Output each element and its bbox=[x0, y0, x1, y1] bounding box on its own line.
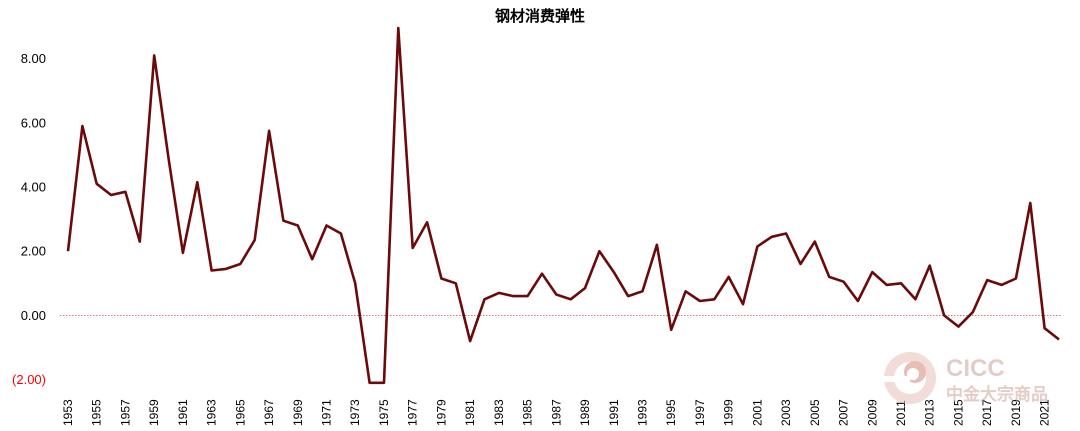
watermark-subtitle: 中金大宗商品 bbox=[946, 384, 1048, 404]
x-tick-label: 2001 bbox=[750, 399, 764, 426]
x-tick-label: 1997 bbox=[693, 399, 707, 426]
y-tick-label: (2.00) bbox=[12, 372, 46, 387]
x-tick-label: 1959 bbox=[147, 399, 161, 426]
x-tick-label: 1983 bbox=[492, 399, 506, 426]
x-tick-label: 2011 bbox=[894, 400, 908, 426]
y-tick-label: 6.00 bbox=[21, 115, 46, 130]
x-tick-label: 2021 bbox=[1038, 399, 1052, 426]
x-tick-label: 1987 bbox=[549, 399, 563, 426]
y-tick-label: 4.00 bbox=[21, 180, 46, 195]
x-tick-label: 1975 bbox=[377, 399, 391, 426]
x-tick-label: 2015 bbox=[951, 399, 965, 426]
x-tick-label: 2017 bbox=[980, 399, 994, 426]
x-tick-label: 1961 bbox=[176, 399, 190, 426]
x-tick-label: 1989 bbox=[578, 399, 592, 426]
x-axis: 1953 1955 1957 1959 1961 1963 1965 1967 1969 1971… bbox=[61, 399, 1052, 426]
chart-title: 钢材消费弹性 bbox=[495, 7, 585, 25]
x-tick-label: 1979 bbox=[434, 399, 448, 426]
watermark: CICC 中金大宗商品 bbox=[883, 352, 1048, 404]
x-tick-label: 1967 bbox=[262, 399, 276, 426]
x-tick-label: 1953 bbox=[61, 399, 75, 426]
x-tick-label: 1977 bbox=[406, 399, 420, 426]
x-tick-label: 1969 bbox=[291, 399, 305, 426]
x-tick-label: 1955 bbox=[90, 399, 104, 426]
y-axis: (2.00) 0.00 2.00 4.00 6.00 8.00 bbox=[12, 51, 46, 387]
x-tick-label: 1993 bbox=[635, 399, 649, 426]
x-tick-label: 2013 bbox=[923, 399, 937, 426]
x-tick-label: 1973 bbox=[348, 399, 362, 426]
x-tick-label: 1981 bbox=[463, 399, 477, 426]
x-tick-label: 1999 bbox=[722, 399, 736, 426]
watermark-brand: CICC bbox=[946, 355, 1005, 382]
x-tick-label: 1971 bbox=[320, 399, 334, 426]
x-tick-label: 1985 bbox=[521, 399, 535, 426]
x-tick-label: 2007 bbox=[837, 399, 851, 426]
x-tick-label: 1957 bbox=[118, 399, 132, 426]
series-line bbox=[66, 26, 1060, 385]
y-tick-label: 0.00 bbox=[21, 308, 46, 323]
x-tick-label: 1995 bbox=[664, 399, 678, 426]
y-tick-label: 8.00 bbox=[21, 51, 46, 66]
y-tick-label: 2.00 bbox=[21, 244, 46, 259]
x-tick-label: 2019 bbox=[1009, 399, 1023, 426]
x-tick-label: 1991 bbox=[607, 399, 621, 426]
cicc-logo-icon bbox=[883, 352, 936, 404]
x-tick-label: 1965 bbox=[233, 399, 247, 426]
x-tick-label: 2005 bbox=[808, 399, 822, 426]
x-tick-label: 1963 bbox=[205, 399, 219, 426]
x-tick-label: 2009 bbox=[865, 399, 879, 426]
x-tick-label: 2003 bbox=[779, 399, 793, 426]
